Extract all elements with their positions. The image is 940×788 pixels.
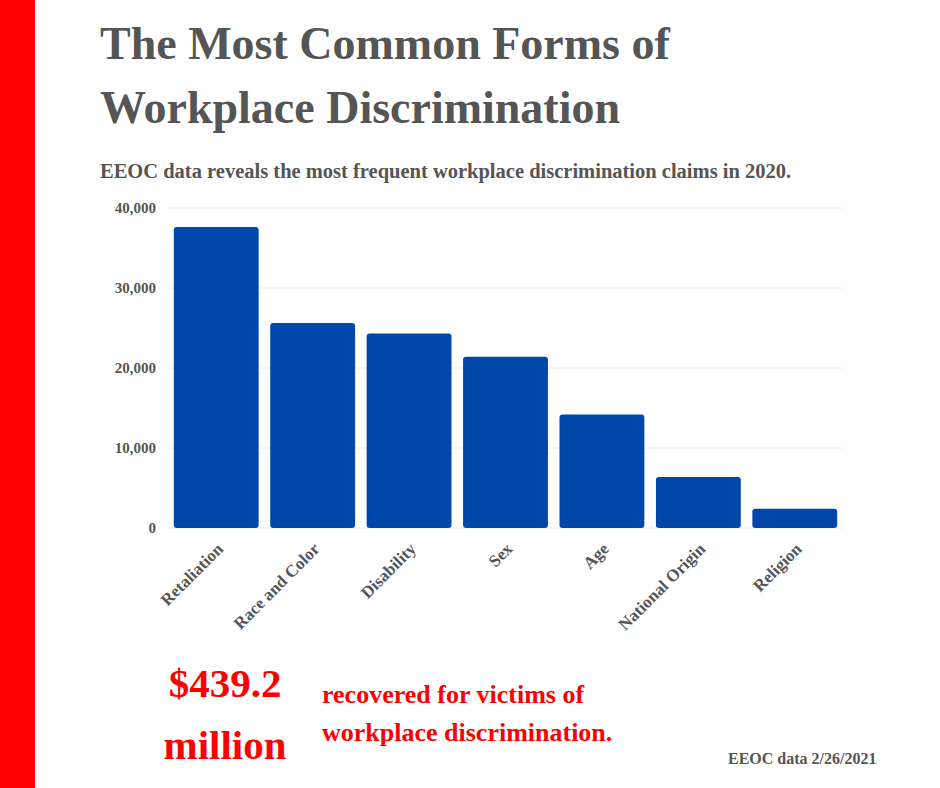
x-tick-label: Religion — [749, 539, 806, 596]
bar — [270, 323, 355, 528]
y-tick-label: 40,000 — [115, 200, 156, 216]
annotation: $439.2 million — [135, 652, 315, 776]
bar — [463, 357, 548, 528]
y-tick-label: 0 — [149, 520, 157, 536]
bar — [752, 509, 837, 528]
x-tick-label: Sex — [485, 539, 517, 571]
x-tick-label: National Origin — [615, 539, 710, 634]
x-tick-label: Race and Color — [230, 539, 324, 633]
bar — [367, 333, 452, 528]
y-tick-label: 10,000 — [115, 440, 156, 456]
bar — [560, 415, 645, 528]
grid-line — [168, 288, 843, 289]
x-tick-label: Retaliation — [157, 539, 228, 610]
title: The Most Common Forms of Workplace Discr… — [100, 12, 740, 140]
grid-line — [168, 208, 843, 209]
x-tick-label: Age — [579, 539, 613, 573]
red-stripe — [0, 0, 35, 788]
annotation: recovered for victims of workplace discr… — [322, 676, 672, 752]
subtitle: EEOC data reveals the most frequent work… — [100, 160, 791, 183]
bar — [174, 227, 259, 528]
y-tick-label: 20,000 — [115, 360, 156, 376]
bar — [656, 477, 741, 528]
x-tick-label: Disability — [357, 539, 420, 602]
bars — [174, 227, 837, 528]
source-note: EEOC data 2/26/2021 — [728, 750, 876, 768]
y-tick-label: 30,000 — [115, 280, 156, 296]
